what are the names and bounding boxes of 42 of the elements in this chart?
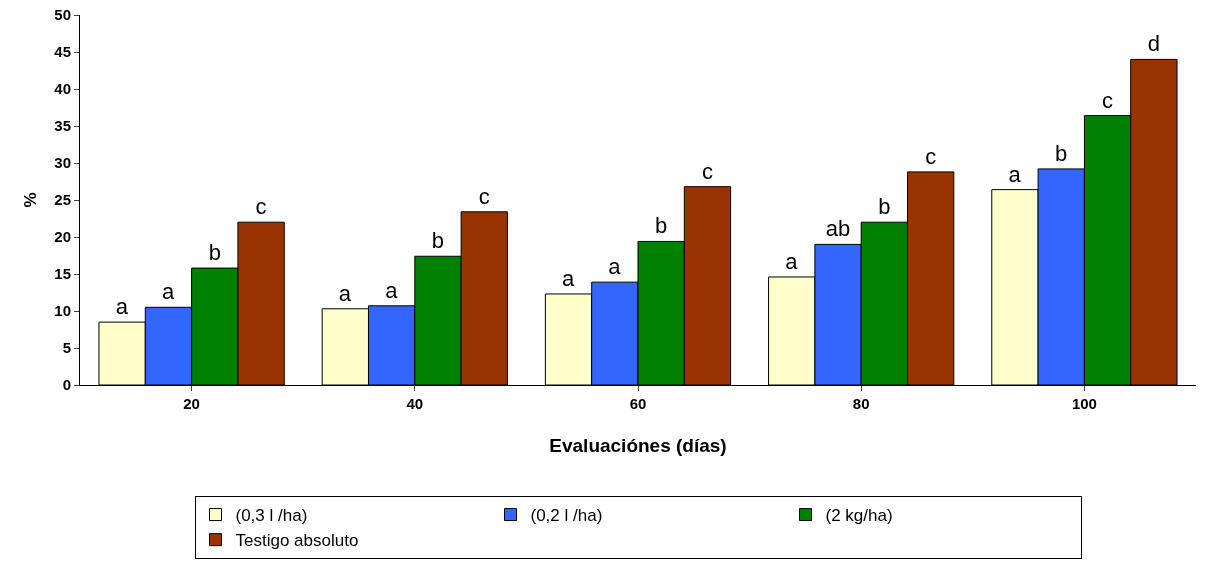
data-label: c bbox=[1102, 87, 1114, 113]
y-axis-title: % bbox=[21, 192, 40, 208]
data-label: c bbox=[701, 158, 713, 184]
data-label: b bbox=[655, 213, 668, 239]
x-tick-label: 80 bbox=[852, 395, 870, 412]
data-label: c bbox=[925, 143, 937, 169]
legend-label: (2 kg/ha) bbox=[825, 506, 893, 526]
data-label: b bbox=[1055, 140, 1068, 166]
y-tick-label: 15 bbox=[54, 265, 71, 283]
data-label: c bbox=[478, 183, 490, 209]
legend-label: Testigo absoluto bbox=[235, 531, 359, 551]
data-label: a bbox=[115, 294, 129, 320]
y-tick-label: 20 bbox=[54, 228, 71, 246]
y-tick-label: 35 bbox=[54, 117, 71, 135]
data-label: c bbox=[255, 194, 267, 220]
data-label: a bbox=[338, 280, 352, 306]
y-tick-label: 45 bbox=[54, 43, 71, 61]
x-tick-label: 20 bbox=[183, 395, 200, 412]
data-label: a bbox=[608, 254, 622, 280]
data-label: ab bbox=[825, 216, 851, 242]
data-label: b bbox=[878, 194, 891, 220]
data-label: a bbox=[1008, 161, 1022, 187]
y-tick-label: 30 bbox=[54, 154, 71, 172]
data-label: a bbox=[785, 248, 799, 274]
y-tick-label: 5 bbox=[62, 339, 71, 357]
y-tick-label: 40 bbox=[54, 80, 71, 98]
y-tick-label: 10 bbox=[54, 302, 71, 320]
data-label: a bbox=[161, 279, 175, 305]
data-label: a bbox=[562, 265, 576, 291]
y-tick-label: 25 bbox=[54, 191, 71, 209]
legend-label: (0,3 l /ha) bbox=[235, 506, 308, 526]
legend-label: (0,2 l /ha) bbox=[530, 506, 603, 526]
y-tick-label: 0 bbox=[62, 376, 71, 394]
data-label: d bbox=[1147, 31, 1160, 57]
y-tick-label: 50 bbox=[54, 6, 71, 24]
x-axis-title: Evaluaciónes (días) bbox=[549, 435, 727, 456]
x-tick-label: 100 bbox=[1071, 395, 1097, 412]
x-tick-label: 40 bbox=[406, 395, 424, 412]
data-label: b bbox=[431, 228, 445, 254]
x-tick-label: 60 bbox=[629, 395, 647, 412]
data-label: a bbox=[385, 277, 399, 303]
data-label: b bbox=[208, 240, 221, 266]
